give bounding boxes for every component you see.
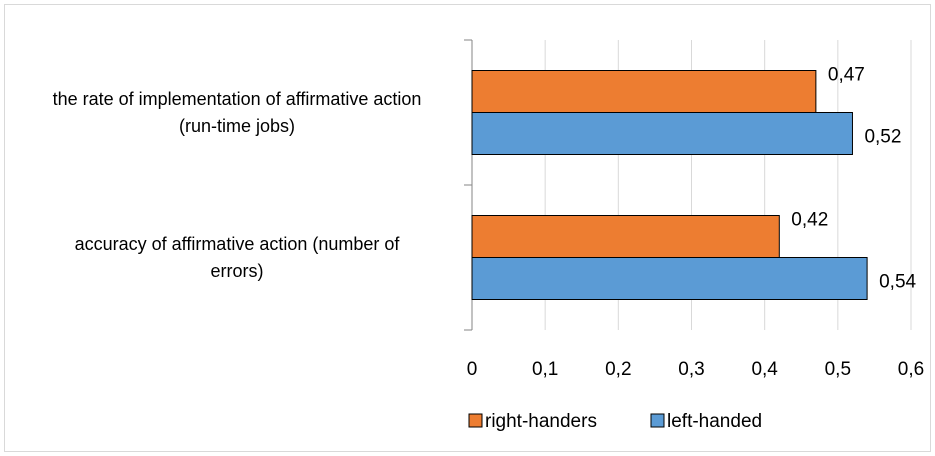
x-tick-label: 0,3 [678, 359, 704, 380]
data-label: 0,54 [879, 272, 916, 293]
x-tick-label: 0 [467, 359, 478, 380]
y-tick-label: accuracy of affirmative action (number o… [74, 233, 400, 281]
legend-swatch [650, 413, 665, 428]
legend-label: left-handed [667, 411, 762, 432]
bar [471, 257, 868, 300]
x-tick-label: 0,2 [605, 359, 631, 380]
x-tick-label: 0,6 [898, 359, 924, 380]
x-tick-label: 0,5 [825, 359, 851, 380]
bar [471, 112, 853, 155]
bar [471, 70, 817, 113]
data-label: 0,52 [864, 127, 901, 148]
x-tick-label: 0,1 [532, 359, 558, 380]
legend-swatch [468, 413, 483, 428]
y-tick-label: the rate of implementation of affirmativ… [52, 88, 422, 136]
legend-label: right-handers [485, 411, 597, 432]
data-label: 0,42 [791, 210, 828, 231]
x-tick-label: 0,4 [751, 359, 778, 380]
data-label: 0,47 [828, 65, 865, 86]
bar [471, 215, 780, 258]
